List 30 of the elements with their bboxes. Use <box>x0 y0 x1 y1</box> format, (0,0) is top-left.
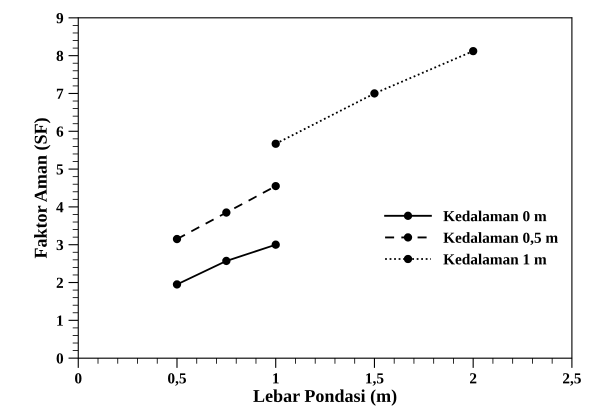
point <box>222 208 231 217</box>
x-tick-label: 2,5 <box>562 373 581 386</box>
point <box>172 280 182 289</box>
x-tick-label: 0 <box>75 373 82 384</box>
y-tick-label: 7 <box>56 88 64 99</box>
point <box>272 140 280 148</box>
legend-label: Kedalaman 1 m <box>443 254 546 264</box>
y-tick-label: 8 <box>56 50 64 62</box>
x-tick-label: 2 <box>470 373 476 384</box>
y-axis-title: Faktor Aman (SF) <box>34 118 50 258</box>
point <box>272 240 280 249</box>
x-tick-label: 0,5 <box>168 373 186 386</box>
y-tick-label: 1 <box>57 316 63 326</box>
x-tick-label: 1 <box>273 373 279 384</box>
x-tick-label: 1,5 <box>366 373 384 386</box>
y-tick-label: 2 <box>56 278 64 288</box>
y-tick-label: 4 <box>56 202 64 212</box>
point <box>172 234 182 244</box>
y-tick-label: 5 <box>56 164 64 175</box>
point <box>469 46 478 56</box>
legend-label: Kedalaman 0,5 m <box>443 232 558 246</box>
point <box>370 89 379 98</box>
y-tick-label: 6 <box>56 126 64 137</box>
point <box>272 182 280 190</box>
x-axis-title: Lebar Pondasi (m) <box>253 389 396 406</box>
y-tick-label: 0 <box>56 353 64 364</box>
legend-label: Kedalaman 0 m <box>443 210 546 222</box>
y-tick-label: 3 <box>56 240 64 250</box>
y-tick-label: 9 <box>56 13 64 24</box>
point <box>222 256 231 266</box>
